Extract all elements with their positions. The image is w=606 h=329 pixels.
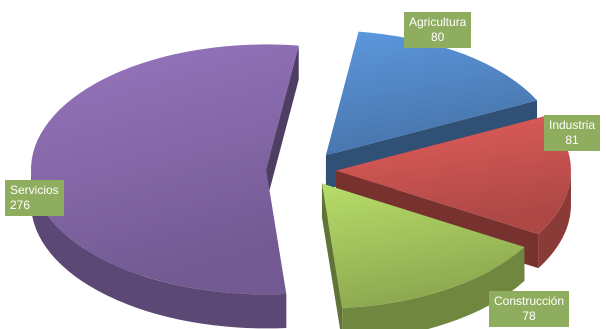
data-label-agricultura-value: 80 [431, 30, 445, 44]
data-label-construccion-name: Construcción [494, 294, 565, 308]
data-label-construccion-value: 78 [522, 309, 536, 323]
data-label-agricultura: Agricultura 80 [404, 12, 472, 48]
data-label-industria-name: Industria [549, 118, 596, 132]
slice-industria-rim-0 [538, 170, 571, 269]
slice-industria-top [335, 115, 571, 235]
slice-construccion-rim-0 [342, 247, 525, 329]
data-label-servicios-value: 276 [10, 198, 31, 212]
data-label-construccion: Construcción 78 [489, 291, 570, 327]
data-label-industria-value: 81 [565, 133, 579, 147]
slice-servicios-top [31, 44, 299, 295]
slice-servicios-wall-1 [266, 45, 299, 204]
data-label-servicios-name: Servicios [10, 183, 59, 197]
slice-agricultura-top [325, 31, 538, 156]
data-label-servicios: Servicios 276 [5, 180, 64, 216]
data-label-agricultura-name: Agricultura [409, 15, 467, 29]
slice-construccion-wall-1 [321, 183, 343, 329]
slice-servicios-rim-0 [31, 169, 287, 329]
slice-construccion [321, 183, 525, 329]
data-label-industria: Industria 81 [544, 115, 601, 151]
slice-construccion-top [321, 183, 525, 309]
slice-servicios [31, 44, 299, 329]
